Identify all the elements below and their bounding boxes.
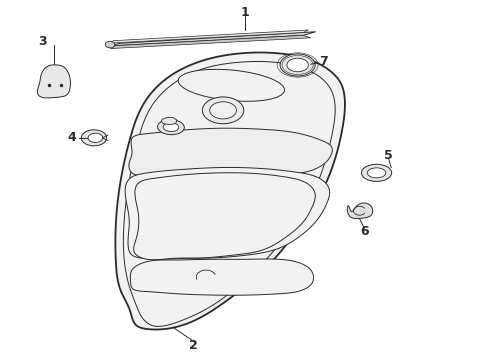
Polygon shape (129, 128, 332, 177)
Text: 3: 3 (39, 35, 47, 48)
Text: 5: 5 (384, 149, 393, 162)
Text: 6: 6 (360, 225, 368, 238)
Polygon shape (123, 62, 335, 327)
Ellipse shape (178, 69, 285, 101)
Text: 1: 1 (241, 6, 249, 19)
Polygon shape (161, 117, 177, 125)
Ellipse shape (81, 130, 107, 146)
Ellipse shape (287, 58, 308, 72)
Polygon shape (125, 167, 330, 259)
Ellipse shape (210, 102, 237, 119)
Ellipse shape (368, 168, 386, 178)
Polygon shape (109, 32, 316, 46)
Text: 7: 7 (319, 55, 328, 68)
Ellipse shape (158, 120, 184, 135)
Ellipse shape (88, 133, 103, 143)
Text: 4: 4 (68, 131, 76, 144)
Polygon shape (347, 203, 373, 219)
Polygon shape (109, 35, 311, 49)
Ellipse shape (105, 41, 115, 48)
Ellipse shape (202, 97, 244, 124)
Polygon shape (37, 65, 71, 98)
Text: 2: 2 (190, 338, 198, 351)
Ellipse shape (280, 54, 315, 76)
Polygon shape (130, 259, 314, 295)
Polygon shape (115, 53, 345, 329)
Ellipse shape (163, 123, 179, 132)
Polygon shape (109, 30, 308, 43)
Polygon shape (134, 173, 315, 260)
Ellipse shape (362, 164, 392, 181)
